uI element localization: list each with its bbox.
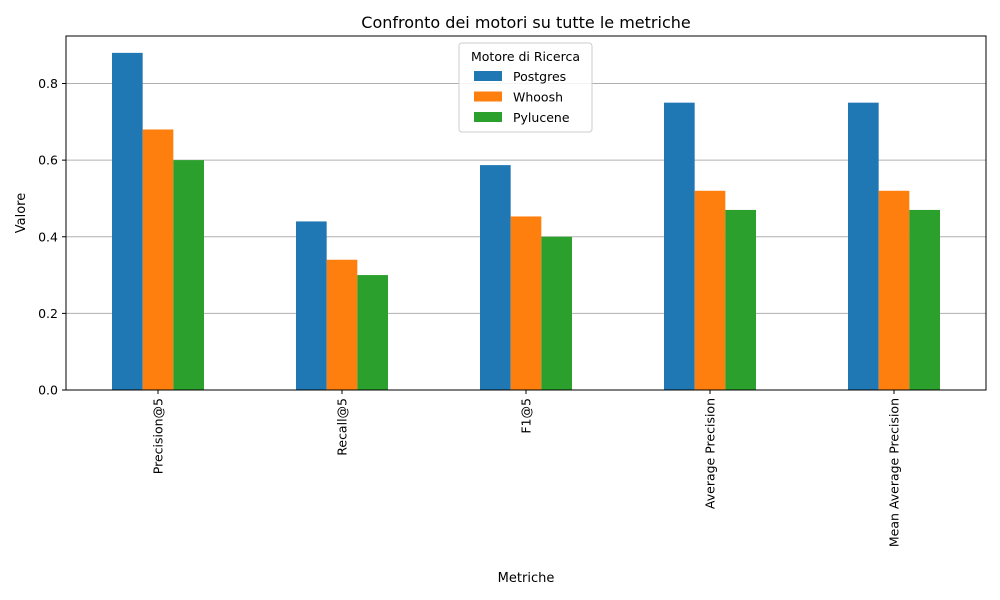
x-axis-ticks: Precision@5 Recall@5 F1@5 Average Precision… bbox=[151, 390, 902, 547]
legend-swatch-postgres bbox=[474, 71, 502, 81]
bar-whoosh-4 bbox=[694, 190, 726, 390]
y-tick-label: 0.2 bbox=[38, 306, 58, 321]
legend: Motore di Ricerca Postgres Whoosh Pylucene bbox=[458, 42, 593, 133]
legend-swatch-whoosh bbox=[474, 91, 502, 102]
bar-whoosh-5 bbox=[878, 190, 910, 390]
x-tick-label: F1@5 bbox=[519, 398, 534, 434]
bar-pylucene-4 bbox=[725, 209, 756, 390]
x-tick-label: Precision@5 bbox=[151, 398, 166, 474]
legend-label-pylucene: Pylucene bbox=[513, 110, 570, 125]
legend-items: Postgres Whoosh Pylucene bbox=[474, 69, 570, 125]
x-tick-label: Recall@5 bbox=[335, 398, 350, 456]
bar-postgres-1 bbox=[112, 52, 143, 390]
bar-whoosh-1 bbox=[142, 129, 174, 390]
bar-pylucene-3 bbox=[541, 236, 572, 390]
bars bbox=[112, 52, 940, 390]
y-axis-label: Valore bbox=[14, 193, 29, 233]
y-axis-ticks: 0.0 0.2 0.4 0.6 0.8 bbox=[38, 76, 66, 398]
y-tick-label: 0.0 bbox=[38, 383, 58, 398]
legend-swatch-pylucene bbox=[474, 112, 502, 122]
x-axis-label: Metriche bbox=[498, 571, 555, 586]
y-tick-label: 0.6 bbox=[38, 153, 58, 168]
x-tick-label: Mean Average Precision bbox=[887, 398, 902, 547]
legend-box bbox=[458, 42, 593, 133]
bar-pylucene-2 bbox=[357, 275, 388, 390]
bar-postgres-3 bbox=[480, 165, 511, 390]
bar-pylucene-1 bbox=[173, 160, 204, 390]
legend-label-whoosh: Whoosh bbox=[513, 90, 563, 105]
y-tick-label: 0.8 bbox=[38, 76, 58, 91]
bar-postgres-2 bbox=[296, 221, 327, 390]
legend-label-postgres: Postgres bbox=[513, 69, 566, 84]
y-tick-label: 0.4 bbox=[38, 229, 58, 244]
bar-postgres-4 bbox=[664, 102, 695, 390]
bar-whoosh-2 bbox=[326, 259, 358, 390]
x-tick-label: Average Precision bbox=[703, 398, 718, 509]
legend-title: Motore di Ricerca bbox=[471, 49, 580, 64]
bar-postgres-5 bbox=[848, 102, 879, 390]
chart-title: Confronto dei motori su tutte le metrich… bbox=[361, 13, 690, 32]
bar-whoosh-3 bbox=[510, 216, 542, 390]
bar-pylucene-5 bbox=[909, 209, 940, 390]
